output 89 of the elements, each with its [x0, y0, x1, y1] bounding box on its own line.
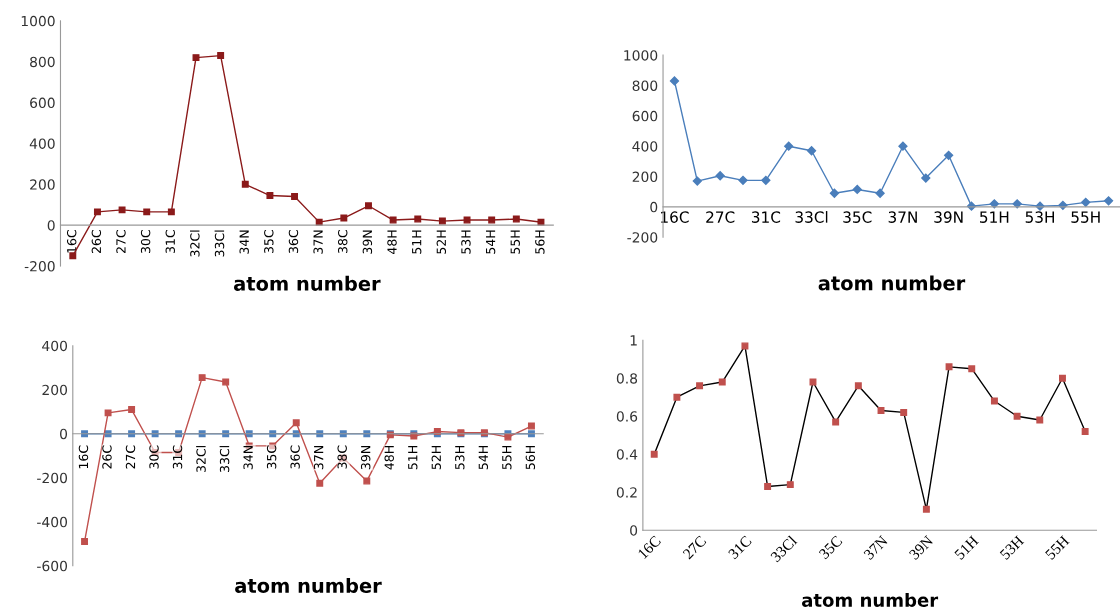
x-tick-label: 27C	[682, 535, 707, 560]
x-tick-label: 30C	[140, 230, 151, 254]
x-axis-title: atom number	[802, 592, 939, 607]
x-tick-label: 26C	[102, 445, 112, 469]
x-tick-label: 16C	[661, 211, 689, 223]
y-tick-label: 1	[630, 335, 637, 346]
x-tick-label: 37N	[863, 535, 889, 561]
y-tick-label: -200	[37, 472, 68, 484]
x-tick-label: 53H	[461, 230, 471, 254]
y-tick-label: 0.8	[616, 373, 638, 384]
y-tick-label: 0	[60, 428, 68, 440]
y-tick-label: 600	[632, 110, 658, 122]
x-tick-label: 32Cl	[196, 446, 206, 473]
x-tick-label: 16C	[78, 445, 89, 469]
x-tick-label: 32Cl	[189, 230, 200, 257]
x-tick-label: 54H	[486, 230, 496, 254]
y-tick-label: 1000	[21, 15, 55, 27]
x-tick-label: 51H	[954, 535, 980, 560]
x-tick-label: 36C	[288, 230, 299, 254]
x-tick-label: 35C	[818, 535, 843, 560]
x-tick-label: 52H	[436, 230, 447, 254]
x-axis-title: atom number	[235, 577, 382, 593]
x-tick-label: 33Cl	[219, 446, 230, 473]
x-tick-label: 48H	[384, 446, 394, 470]
x-tick-label: 30C	[149, 445, 159, 469]
x-tick-label: 51H	[408, 446, 418, 470]
x-tick-label: 35C	[843, 211, 872, 223]
x-tick-label: 39N	[362, 230, 373, 254]
x-tick-label: 35C	[264, 230, 274, 254]
y-tick-label: 200	[42, 384, 68, 396]
x-tick-label: 48H	[387, 230, 397, 255]
x-tick-label: 53H	[1025, 211, 1054, 223]
x-tick-label: 27C	[706, 211, 735, 223]
x-tick-label: 52H	[431, 446, 441, 470]
x-tick-label: 51H	[980, 211, 1009, 223]
x-tick-label: 55H	[510, 230, 520, 254]
x-tick-label: 55H	[1044, 535, 1070, 560]
x-tick-label: 37N	[313, 230, 323, 254]
x-axis-title: atom number	[233, 275, 381, 291]
y-tick-label: 0	[650, 201, 658, 213]
y-tick-label: -200	[24, 261, 55, 272]
x-tick-label: 34N	[243, 446, 253, 470]
y-tick-label: -400	[37, 516, 68, 528]
x-axis-title: atom number	[818, 275, 966, 291]
y-tick-label: -600	[37, 560, 68, 572]
x-tick-label: 31C	[172, 445, 183, 469]
y-tick-label: 200	[30, 179, 55, 190]
x-tick-label: 56H	[525, 446, 536, 470]
y-tick-label: 800	[632, 80, 658, 91]
x-tick-label: 31C	[165, 230, 175, 254]
x-tick-label: 53H	[999, 535, 1025, 560]
x-tick-label: 33Cl	[795, 211, 828, 223]
x-tick-label: 38C	[338, 230, 348, 254]
x-tick-label: 26C	[91, 230, 102, 254]
x-tick-label: 31C	[727, 535, 752, 560]
y-tick-label: 800	[30, 56, 55, 68]
y-tick-label: 600	[30, 97, 55, 109]
y-tick-label: 0	[630, 525, 638, 536]
x-tick-label: 51H	[412, 230, 422, 254]
x-tick-label: 39N	[360, 446, 371, 470]
x-tick-label: 37N	[888, 211, 917, 223]
x-tick-label: 35C	[266, 445, 277, 469]
x-tick-label: 36C	[290, 445, 300, 469]
x-tick-label: 16C	[637, 535, 662, 560]
y-tick-label: 400	[632, 141, 658, 152]
y-tick-label: 0.4	[616, 449, 638, 460]
y-tick-label: -200	[627, 232, 658, 243]
x-tick-label: 39N	[934, 211, 963, 223]
x-tick-label: 56H	[535, 230, 545, 254]
x-tick-label: 27C	[116, 230, 126, 254]
y-tick-label: 1000	[624, 50, 658, 61]
x-tick-label: 55H	[502, 446, 512, 470]
x-tick-label: 38C	[337, 445, 347, 469]
x-tick-label: 55H	[1071, 211, 1100, 223]
x-tick-label: 54H	[478, 446, 489, 470]
y-tick-label: 200	[632, 171, 658, 183]
y-tick-label: 400	[42, 340, 68, 352]
x-tick-label: 34N	[239, 230, 249, 254]
x-tick-label: 33Cl	[214, 230, 225, 257]
x-tick-label: 37N	[313, 446, 324, 470]
y-tick-label: 400	[29, 138, 55, 149]
x-tick-label: 39N	[908, 535, 934, 561]
y-tick-label: 0.2	[616, 487, 637, 498]
x-tick-label: 16C	[66, 230, 77, 253]
x-tick-label: 31C	[751, 211, 781, 223]
y-tick-label: 0	[47, 220, 55, 231]
x-tick-label: 53H	[455, 446, 465, 470]
y-tick-label: 0.6	[616, 411, 638, 422]
x-tick-label: 27C	[125, 445, 136, 469]
